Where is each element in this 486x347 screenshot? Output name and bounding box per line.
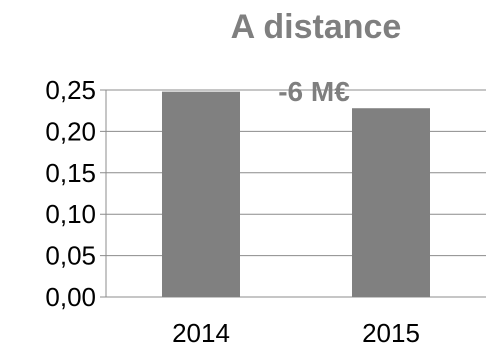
y-tick-label: 0,10 <box>45 199 96 229</box>
x-tick-labels: 2014 2015 <box>172 318 420 347</box>
y-tick-label: 0,20 <box>45 116 96 146</box>
y-tick-label: 0,05 <box>45 241 96 271</box>
chart-annotation: -6 M€ <box>278 76 350 107</box>
bar-2014 <box>162 91 240 297</box>
y-tick-label: 0,00 <box>45 282 96 312</box>
chart-title: A distance <box>231 8 402 46</box>
bar-2015 <box>352 108 430 297</box>
x-tick-label: 2015 <box>362 318 420 347</box>
x-tick-label: 2014 <box>172 318 230 347</box>
y-tick-label: 0,25 <box>45 75 96 105</box>
y-tick-labels: 0,00 0,05 0,10 0,15 0,20 0,25 <box>45 75 96 312</box>
y-tick-label: 0,15 <box>45 158 96 188</box>
bars <box>162 91 430 297</box>
